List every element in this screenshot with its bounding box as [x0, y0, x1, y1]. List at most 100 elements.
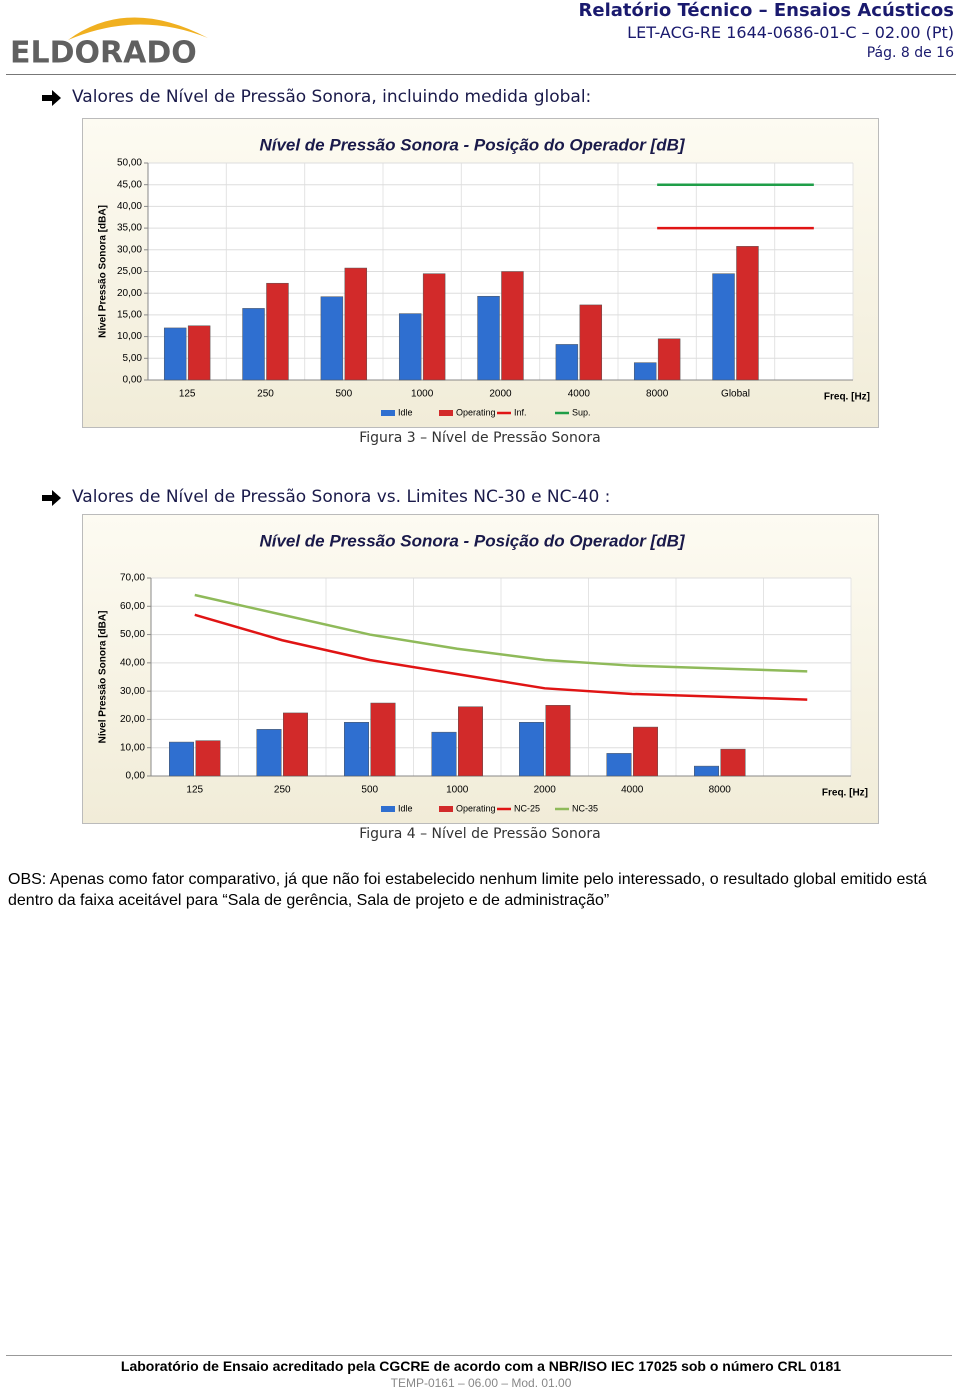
y-tick-label: 45,00 — [117, 179, 142, 190]
y-tick-label: 50,00 — [120, 629, 145, 640]
bar — [555, 344, 579, 381]
bar — [370, 702, 396, 777]
x-tick-label: 500 — [335, 389, 352, 400]
bar — [187, 325, 211, 381]
legend-label: Inf. — [514, 407, 527, 417]
arrow-icon — [42, 490, 61, 506]
y-tick-label: 30,00 — [120, 686, 145, 697]
bar — [712, 273, 735, 381]
y-tick-label: 15,00 — [117, 310, 142, 321]
y-axis-label: Nível Pressão Sonora [dBA] — [98, 205, 109, 338]
x-tick-label: 250 — [257, 389, 274, 400]
chart-frame: 0,00 10,00 20,00 30,00 40,00 50,00 60,00 70,00 1… — [82, 514, 879, 824]
bar — [422, 273, 446, 381]
arrow-icon — [42, 90, 61, 106]
y-tick-label: 35,00 — [117, 223, 142, 234]
report-title: Relatório Técnico – Ensaios Acústicos — [578, 0, 955, 21]
bar — [458, 706, 483, 777]
bar — [266, 282, 289, 381]
bar — [736, 246, 759, 381]
bar — [633, 726, 658, 777]
bar — [657, 338, 681, 381]
bar — [169, 741, 194, 777]
bar — [242, 308, 265, 381]
y-tick-label: 40,00 — [117, 201, 142, 212]
footer-template: TEMP-0161 – 06.00 – Mod. 01.00 — [390, 1376, 572, 1390]
legend-label: NC-25 — [514, 803, 540, 813]
bar — [633, 362, 657, 381]
legend-swatch — [381, 806, 395, 812]
x-axis-label: Freq. [Hz] — [822, 788, 868, 799]
legend-swatch — [439, 410, 453, 416]
y-tick-label: 25,00 — [117, 266, 142, 277]
bar — [195, 740, 221, 777]
bar — [477, 295, 500, 381]
y-tick-label: 70,00 — [120, 573, 145, 584]
logo-text: ELDORADO — [10, 36, 197, 71]
chart-title: Nível de Pressão Sonora - Posição do Ope… — [259, 135, 685, 154]
legend-label: Operating — [456, 407, 496, 417]
x-tick-label: Global — [721, 389, 750, 400]
y-tick-label: 0,00 — [123, 375, 143, 386]
bar — [256, 729, 282, 777]
bar — [344, 267, 368, 381]
x-tick-label: 8000 — [709, 785, 732, 796]
x-tick-label: 8000 — [646, 389, 669, 400]
bar — [606, 753, 632, 777]
footer-text: Laboratório de Ensaio acreditado pela CG… — [120, 1358, 842, 1374]
page-number: Pág. 8 de 16 — [866, 45, 954, 61]
x-tick-label: 4000 — [568, 389, 591, 400]
figure-caption: Figura 4 – Nível de Pressão Sonora — [359, 826, 601, 842]
x-tick-label: 500 — [361, 785, 378, 796]
bar — [545, 705, 571, 777]
y-tick-label: 5,00 — [123, 353, 143, 364]
x-tick-label: 125 — [179, 389, 196, 400]
y-tick-label: 10,00 — [117, 331, 142, 342]
bar — [163, 327, 187, 381]
y-tick-label: 0,00 — [126, 771, 146, 782]
chart-frame: 0,00 5,00 10,00 15,00 20,00 25,00 30,00 35,00 40… — [82, 118, 879, 428]
x-tick-label: 1000 — [446, 785, 469, 796]
bar — [431, 731, 457, 777]
y-tick-label: 10,00 — [120, 742, 145, 753]
bar — [519, 722, 544, 777]
chart: 0,00 5,00 10,00 15,00 20,00 25,00 30,00 35,00 40… — [98, 135, 870, 417]
header-rule — [6, 74, 956, 75]
bar — [320, 296, 344, 381]
figure-caption: Figura 3 – Nível de Pressão Sonora — [359, 430, 601, 446]
legend-label: NC-35 — [572, 803, 598, 813]
line-series — [194, 593, 808, 673]
section-heading: Valores de Nível de Pressão Sonora, incl… — [72, 87, 592, 107]
bar — [720, 748, 746, 777]
logo-arc — [68, 17, 208, 40]
bar — [579, 304, 603, 381]
y-tick-label: 60,00 — [120, 601, 145, 612]
logo: ELDORADO — [10, 17, 208, 71]
x-axis-label: Freq. [Hz] — [824, 392, 870, 403]
legend-label: Idle — [398, 407, 413, 417]
bar — [501, 271, 524, 381]
legend-label: Idle — [398, 803, 413, 813]
x-tick-label: 4000 — [621, 785, 644, 796]
y-axis-label: Nível Pressão Sonora [dBA] — [98, 611, 109, 744]
y-tick-label: 30,00 — [117, 244, 142, 255]
x-tick-label: 125 — [186, 785, 203, 796]
y-tick-label: 20,00 — [117, 288, 142, 299]
footer-rule — [6, 1355, 952, 1356]
line-series — [194, 613, 808, 701]
bar — [694, 765, 719, 777]
x-tick-label: 2000 — [489, 389, 512, 400]
x-tick-label: 2000 — [534, 785, 557, 796]
bar — [283, 712, 308, 777]
x-tick-label: 250 — [274, 785, 291, 796]
chart-title: Nível de Pressão Sonora - Posição do Ope… — [259, 531, 685, 550]
x-tick-label: 1000 — [411, 389, 434, 400]
chart: 0,00 10,00 20,00 30,00 40,00 50,00 60,00 70,00 1… — [98, 531, 868, 813]
legend-label: Operating — [456, 803, 496, 813]
y-tick-label: 40,00 — [120, 657, 145, 668]
y-tick-label: 50,00 — [117, 158, 142, 169]
bar — [398, 313, 422, 381]
legend-label: Sup. — [572, 407, 591, 417]
report-code: LET-ACG-RE 1644-0686-01-C – 02.00 (Pt) — [627, 23, 954, 42]
